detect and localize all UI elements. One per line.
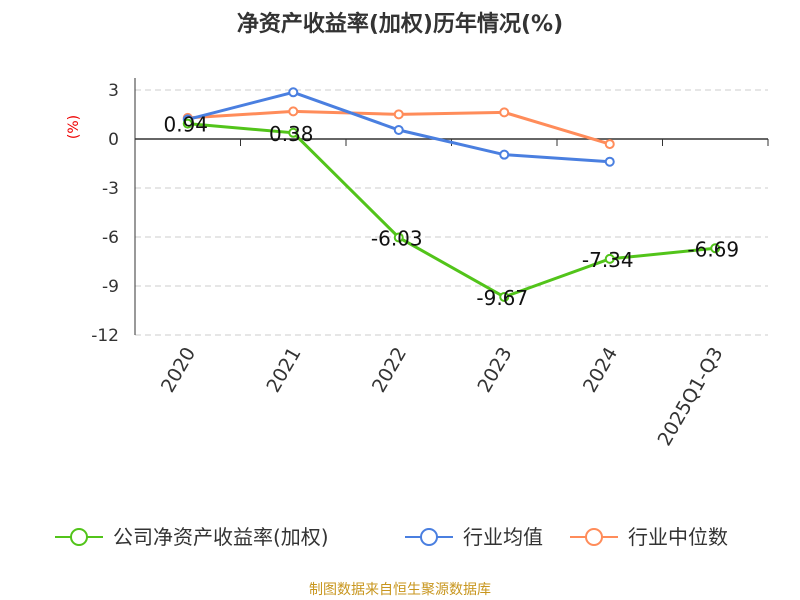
data-label: 0.38 [269,122,314,146]
legend-label: 行业均值 [463,525,543,549]
data-label: 0.94 [163,113,208,137]
y-tick-label: -6 [102,228,119,248]
legend-marker [585,528,603,546]
y-tick-label: 3 [108,81,119,101]
data-point [710,243,721,254]
x-tick-label: 2020 [157,344,200,397]
data-point [499,149,510,160]
data-point [288,87,299,98]
y-tick-label: 0 [108,130,119,150]
data-point [393,109,404,120]
series-line [187,122,716,299]
legend-marker [70,528,88,546]
legend-label: 公司净资产收益率(加权) [113,525,329,549]
data-point [604,139,615,150]
data-point [288,106,299,117]
y-tick-label: -3 [102,179,119,199]
data-point [499,291,510,302]
y-tick-label: -12 [91,326,119,346]
data-label: -6.69 [687,237,739,261]
data-point [393,125,404,136]
data-point [499,107,510,118]
y-axis-label: (%) [66,115,82,139]
data-label: -7.34 [582,248,634,272]
data-label: -9.67 [476,286,528,310]
x-tick-label: 2024 [579,344,622,397]
data-point [604,156,615,167]
x-tick-label: 2025Q1-Q3 [654,344,728,450]
x-tick-label: 2021 [262,344,305,397]
data-point [604,253,615,264]
x-tick-label: 2023 [473,344,516,397]
chart-title: 净资产收益率(加权)历年情况(%) [236,12,564,37]
legend-marker [420,528,438,546]
x-tick-label: 2022 [368,344,411,397]
data-point [393,232,404,243]
source-note: 制图数据来自恒生聚源数据库 [309,582,491,598]
legend-label: 行业中位数 [628,525,728,549]
data-label: -6.03 [371,226,423,250]
y-tick-label: -9 [102,277,119,297]
data-point [182,118,193,129]
data-point [288,127,299,138]
